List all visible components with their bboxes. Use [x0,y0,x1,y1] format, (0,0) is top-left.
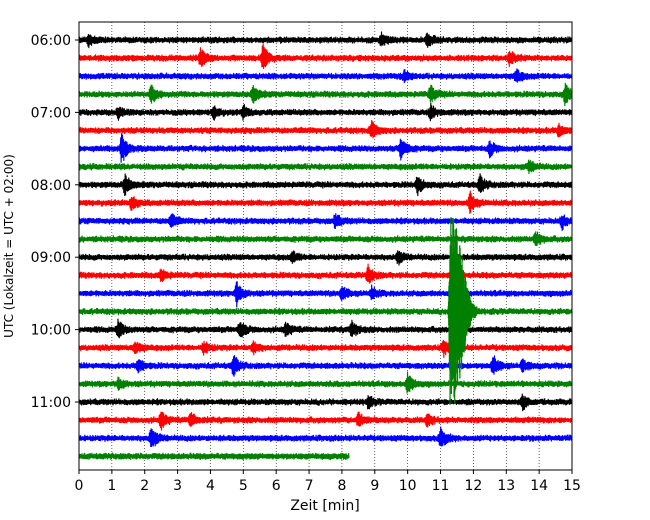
trace-0830 [78,213,573,231]
seismic-traces [78,31,573,460]
trace-0745 [78,159,573,175]
trace-0945 [78,297,573,325]
trace-1130 [78,426,573,448]
trace-1115 [78,411,573,431]
x-tick-label: 4 [206,478,215,494]
x-axis-ticks: 0 1 2 3 4 5 6 7 8 9 10 11 12 13 14 15 [75,470,581,494]
trace-0645 [78,82,573,107]
trace-1015 [78,339,573,358]
x-tick-label: 5 [239,478,248,494]
y-tick-label: 11:00 [31,395,71,411]
trace-1145 [78,452,350,460]
trace-0600 [78,31,573,49]
trace-0845 [78,231,573,247]
x-tick-label: 2 [140,478,149,494]
x-tick-label: 7 [305,478,314,494]
y-tick-label: 06:00 [31,33,71,49]
x-tick-label: 13 [497,478,515,494]
trace-0915 [78,263,573,284]
trace-0800 [78,173,573,197]
x-tick-label: 8 [337,478,346,494]
x-axis-label: Zeit [min] [290,498,359,514]
plot-frame [78,21,573,471]
x-tick-label: 9 [370,478,379,494]
major-event-waveform [445,217,489,406]
y-axis-label: UTC (Lokalzeit = UTC + 02:00) [2,154,16,338]
y-tick-label: 10:00 [31,323,71,339]
y-axis-ticks: 06:00 07:00 08:00 09:00 10:00 11:00 [31,33,79,411]
trace-0700 [78,102,573,122]
x-tick-label: 1 [107,478,116,494]
trace-0615 [78,43,573,70]
plot-border [78,21,573,471]
trace-0900 [78,250,573,266]
x-tick-label: 14 [530,478,548,494]
x-tick-label: 6 [272,478,281,494]
trace-1030 [78,355,573,377]
x-tick-label: 11 [432,478,450,494]
x-tick-label: 0 [75,478,84,494]
trace-0630 [78,68,573,84]
x-tick-label: 12 [464,478,482,494]
trace-0815 [78,190,573,214]
trace-1000 [78,318,573,339]
trace-0715 [78,120,573,139]
y-tick-label: 08:00 [31,178,71,194]
x-tick-label: 15 [563,478,581,494]
y-tick-label: 07:00 [31,105,71,121]
trace-1100 [78,393,573,412]
y-tick-label: 09:00 [31,250,71,266]
trace-1045 [78,371,573,394]
trace-0730 [78,133,573,163]
x-tick-label: 3 [173,478,182,494]
trace-0930 [78,281,573,308]
x-tick-label: 10 [399,478,417,494]
